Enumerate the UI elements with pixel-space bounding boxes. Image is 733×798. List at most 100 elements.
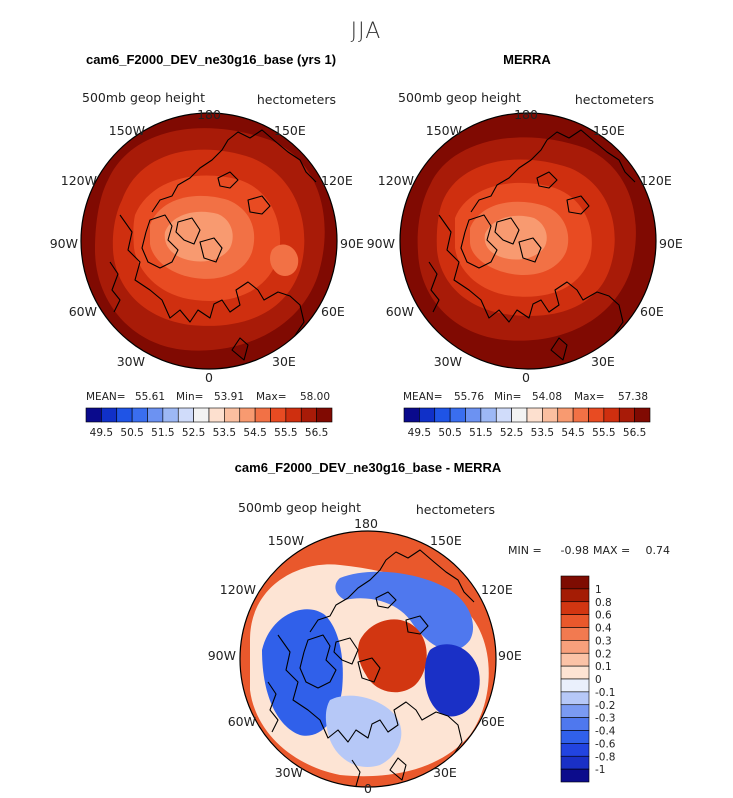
- lon-label-180: 180: [197, 107, 221, 122]
- stat-mean-label: MEAN=: [86, 391, 126, 403]
- colorbar-swatch: [560, 601, 590, 615]
- colorbar-swatch: [239, 407, 256, 423]
- colorbar-swatch: [177, 407, 194, 423]
- colorbar-swatch: [131, 407, 148, 423]
- panel-model-colorbar: [85, 407, 333, 423]
- colorbar-swatch: [419, 407, 436, 423]
- colorbar-swatch: [560, 755, 590, 770]
- colorbar-tick-label: 50.5: [438, 427, 461, 439]
- lon-label-30e: 30E: [272, 354, 296, 369]
- lon-label-90e: 90E: [498, 648, 522, 663]
- panel-diff-stats: MIN = -0.98 MAX = 0.74: [508, 544, 670, 557]
- diff-region-atlantic-europe: [325, 695, 402, 768]
- colorbar-tick-label: 54.5: [243, 427, 266, 439]
- colorbar-tick-label: 53.5: [531, 427, 554, 439]
- panel-model-field-label: 500mb geop height: [82, 90, 205, 105]
- stat-max-value: 0.74: [646, 544, 671, 557]
- lon-label-90w: 90W: [367, 236, 395, 251]
- lon-label-150e: 150E: [430, 533, 462, 548]
- colorbar-swatch: [465, 407, 482, 423]
- stat-max-label: Max=: [574, 391, 605, 403]
- colorbar-swatch: [560, 768, 590, 783]
- colorbar-tick-label: -0.6: [595, 738, 616, 750]
- colorbar-tick-label: -1: [595, 764, 605, 776]
- panel-model-units-label: hectometers: [257, 92, 336, 107]
- colorbar-swatch: [208, 407, 225, 423]
- stat-min-value: 53.91: [214, 391, 244, 403]
- colorbar-swatch: [300, 407, 317, 423]
- panel-merra-title: MERRA: [503, 52, 551, 67]
- lon-label-180: 180: [514, 107, 538, 122]
- colorbar-swatch: [603, 407, 620, 423]
- colorbar-tick-label: 0.8: [595, 597, 612, 609]
- lon-label-120w: 120W: [378, 173, 414, 188]
- panel-diff-map: [240, 531, 496, 787]
- colorbar-tick-label: 0.3: [595, 635, 612, 647]
- panel-diff-colorbar-ticks: 10.80.60.40.30.20.10-0.1-0.2-0.3-0.4-0.6…: [595, 584, 616, 776]
- stat-mean-value: 55.76: [454, 391, 484, 403]
- colorbar-swatch: [560, 652, 590, 667]
- lon-label-60w: 60W: [228, 714, 256, 729]
- colorbar-tick-label: -0.1: [595, 687, 616, 699]
- lon-label-150w: 150W: [268, 533, 304, 548]
- colorbar-swatch: [560, 717, 590, 731]
- colorbar-swatch: [316, 407, 333, 423]
- colorbar-swatch: [560, 730, 590, 744]
- stat-min-value: 54.08: [532, 391, 562, 403]
- colorbar-swatch: [511, 407, 528, 423]
- colorbar-tick-label: -0.3: [595, 713, 616, 725]
- stat-min-label: MIN =: [508, 544, 542, 557]
- colorbar-swatch: [560, 575, 590, 590]
- panel-merra-lon-labels: 180 150E 120E 90E 60E 30E 0 30W 60W 90W …: [367, 107, 683, 385]
- colorbar-swatch: [162, 407, 179, 423]
- lon-label-150e: 150E: [593, 123, 625, 138]
- colorbar-tick-label: 52.5: [500, 427, 523, 439]
- lon-label-120w: 120W: [61, 173, 97, 188]
- panel-merra-boundary: [399, 112, 657, 370]
- colorbar-swatch: [85, 407, 102, 423]
- colorbar-tick-label: -0.8: [595, 751, 616, 763]
- panel-merra-colorbar-ticks: 49.5 50.5 51.5 52.5 53.5 54.5 55.5 56.5: [408, 427, 647, 439]
- colorbar-swatch: [618, 407, 635, 423]
- colorbar-swatch: [270, 407, 287, 423]
- lon-label-90w: 90W: [50, 236, 78, 251]
- panel-merra-stats: MEAN= 55.76 Min= 54.08 Max= 57.38: [403, 391, 648, 403]
- colorbar-swatch: [557, 407, 574, 423]
- stat-min-value: -0.98: [561, 544, 589, 557]
- panel-model-title: cam6_F2000_DEV_ne30g16_base (yrs 1): [86, 52, 336, 67]
- colorbar-swatch: [526, 407, 543, 423]
- colorbar-tick-label: 49.5: [90, 427, 113, 439]
- lon-label-60e: 60E: [481, 714, 505, 729]
- colorbar-tick-label: 1: [595, 584, 602, 596]
- colorbar-tick-label: 55.5: [592, 427, 615, 439]
- colorbar-swatch: [449, 407, 466, 423]
- colorbar-tick-label: 50.5: [120, 427, 143, 439]
- lon-label-30e: 30E: [433, 765, 457, 780]
- colorbar-tick-label: 54.5: [561, 427, 584, 439]
- panel-merra-units-label: hectometers: [575, 92, 654, 107]
- stat-min-label: Min=: [494, 391, 521, 403]
- stat-max-value: 57.38: [618, 391, 648, 403]
- colorbar-tick-label: 0.6: [595, 610, 612, 622]
- colorbar-tick-label: 56.5: [305, 427, 328, 439]
- panel-diff-boundary: [239, 530, 497, 788]
- colorbar-tick-label: 55.5: [274, 427, 297, 439]
- colorbar-tick-label: 53.5: [213, 427, 236, 439]
- colorbar-tick-label: 49.5: [408, 427, 431, 439]
- colorbar-swatch: [542, 407, 559, 423]
- lon-label-30w: 30W: [434, 354, 462, 369]
- colorbar-swatch: [403, 407, 420, 423]
- lon-label-180: 180: [354, 516, 378, 531]
- lon-label-120e: 120E: [321, 173, 353, 188]
- colorbar-swatch: [495, 407, 512, 423]
- lon-label-120w: 120W: [220, 582, 256, 597]
- diff-region-central-asia-low: [424, 644, 480, 717]
- lon-label-0: 0: [364, 781, 372, 796]
- colorbar-swatch: [101, 407, 118, 423]
- panel-diff-units-label: hectometers: [416, 502, 495, 517]
- panel-diff: cam6_F2000_DEV_ne30g16_base - MERRA 500m…: [208, 460, 670, 796]
- colorbar-swatch: [560, 704, 590, 718]
- colorbar-tick-label: 0.4: [595, 623, 612, 635]
- colorbar-tick-label: 0: [595, 674, 602, 686]
